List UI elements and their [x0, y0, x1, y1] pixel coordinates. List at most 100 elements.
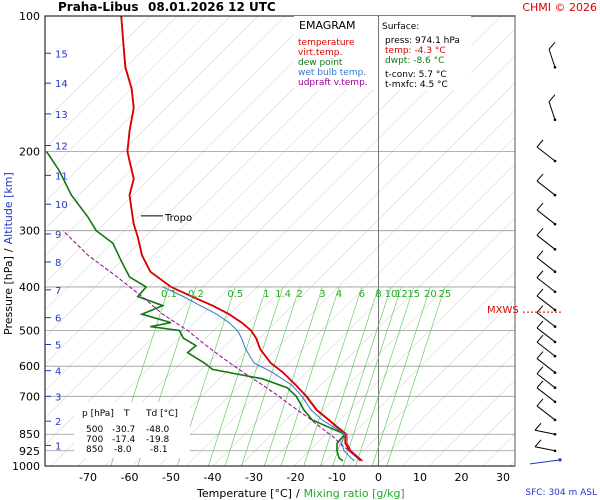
mixing-ratio-label: 0.2 — [188, 289, 204, 300]
pressure-tick-label: 100 — [19, 10, 40, 23]
dry-adiabat-line — [45, 16, 259, 230]
mxws-label: MXWS — [487, 305, 519, 316]
legend-item-updraft: udpraft v.temp. — [298, 78, 368, 88]
dry-adiabat-line — [428, 379, 515, 466]
dry-adiabat-line — [591, 16, 600, 466]
mixing-ratio-label: 4 — [336, 289, 342, 300]
altitude-tick-label: 14 — [55, 79, 68, 90]
dry-adiabat-line — [374, 325, 515, 466]
pressure-tick-label: 500 — [19, 325, 40, 338]
dry-adiabat-line — [212, 163, 515, 466]
temperature-ticks: -70 -60 -50 -40 -30 -20 -10 0 10 20 30 — [79, 471, 510, 484]
wind-barb-feather — [536, 228, 544, 236]
table-cell: 850 — [86, 445, 103, 455]
wind-barb-staff — [536, 327, 556, 343]
dry-adiabat-line — [104, 55, 515, 466]
wind-barb-staff — [548, 101, 556, 120]
mixing-ratio-label: 2 — [296, 289, 302, 300]
mixing-ratio-line — [355, 286, 415, 466]
pressure-tick-label: 925 — [19, 445, 40, 458]
dry-adiabat-line — [45, 16, 151, 122]
mixing-ratio-label: 1 — [263, 289, 269, 300]
pressure-tick-label: 600 — [19, 360, 40, 373]
pressure-tick-label: 200 — [19, 145, 40, 158]
wind-barb-staff — [536, 358, 556, 373]
tropopause-label: Tropo — [164, 213, 192, 224]
wind-barb-point — [553, 354, 557, 358]
pressure-tick-label: 400 — [19, 281, 40, 294]
wind-barb-feather — [536, 351, 544, 359]
mixing-ratio-label: 20 — [424, 289, 437, 300]
altitude-tick-label: 3 — [55, 392, 61, 403]
wind-barb-feather — [536, 270, 544, 279]
surface-temp: temp: -4.3 °C — [385, 46, 446, 56]
wind-barb-staff — [536, 209, 556, 225]
wind-barb-feather — [536, 202, 544, 211]
wind-barb-point — [553, 118, 557, 122]
observation-time: 08.01.2026 12 UTC — [148, 0, 276, 14]
mixing-ratio-label: 25 — [439, 289, 452, 300]
mixing-ratio-line — [386, 286, 446, 466]
dry-adiabat-line — [45, 16, 286, 257]
table-cell: -8.1 — [150, 445, 168, 455]
surface-title: Surface: — [382, 22, 419, 32]
temperature-tick-label: -20 — [287, 471, 305, 484]
y-axis-label: Pressure [hPa]/Altitude [km] — [2, 172, 15, 335]
mixing-ratio-line — [264, 286, 323, 466]
dry-adiabat-line — [45, 16, 448, 419]
table-cell: -8.0 — [114, 445, 132, 455]
wind-barb-feather — [536, 366, 544, 375]
dry-adiabat-line — [347, 298, 515, 466]
dry-adiabat-line — [45, 16, 340, 311]
dry-adiabat-line — [131, 82, 515, 466]
pressure-tick-label: 850 — [19, 428, 40, 441]
dry-adiabat-line — [45, 16, 421, 392]
wind-barb-feather — [536, 305, 544, 313]
wind-barb-feather — [536, 334, 544, 343]
table-cell: -19.8 — [146, 435, 170, 445]
dry-adiabat-line — [50, 16, 502, 466]
dry-adiabat-line — [45, 16, 232, 203]
wind-barb-staff — [536, 373, 556, 389]
wind-barb-staff — [536, 387, 556, 403]
credit-text: CHMI © 2026 — [522, 1, 597, 14]
altitude-tick-label: 15 — [55, 49, 68, 60]
altitude-tick-label: 8 — [55, 258, 61, 269]
temperature-tick-label: -70 — [79, 471, 97, 484]
surface-box — [379, 16, 471, 90]
mixing-ratio-label: 0.5 — [227, 289, 243, 300]
table-cell: -17.4 — [112, 435, 136, 445]
wind-barb-point — [553, 418, 557, 422]
altitude-tick-label: 2 — [55, 417, 61, 428]
altitude-tick-label: 1 — [55, 441, 61, 452]
mixing-ratio-line — [280, 286, 340, 466]
wind-barb-staff — [536, 295, 556, 311]
altitude-tick-label: 13 — [55, 110, 68, 121]
dry-adiabat-line — [509, 460, 515, 466]
wind-barb-point — [553, 449, 557, 453]
dry-adiabat-line — [401, 352, 515, 466]
dry-adiabat-line — [45, 16, 313, 284]
altitude-tick-label: 5 — [55, 340, 61, 351]
dry-adiabat-line — [158, 109, 515, 466]
mixing-ratio-label: 12 — [395, 289, 408, 300]
mixing-ratio-line — [320, 286, 379, 466]
altitude-tick-label: 10 — [55, 200, 68, 211]
table-header-p: p [hPa] — [82, 409, 114, 419]
mixing-ratio-label: 0.1 — [161, 289, 177, 300]
temperature-tick-label: 30 — [496, 471, 510, 484]
wind-barb-point — [553, 222, 557, 226]
wind-barb-point — [553, 193, 557, 197]
wind-barb-feather — [536, 320, 544, 329]
dry-adiabat-line — [45, 16, 205, 176]
temperature-tick-label: -50 — [162, 471, 180, 484]
altitude-tick-label: 12 — [55, 142, 68, 153]
dry-adiabat-line — [293, 244, 515, 466]
dry-adiabat-line — [77, 28, 515, 466]
surface-elevation: SFC: 304 m ASL — [525, 488, 597, 498]
dry-adiabat-line — [266, 217, 515, 466]
wind-barb-point — [553, 340, 557, 344]
wind-barb-feather — [536, 173, 544, 182]
